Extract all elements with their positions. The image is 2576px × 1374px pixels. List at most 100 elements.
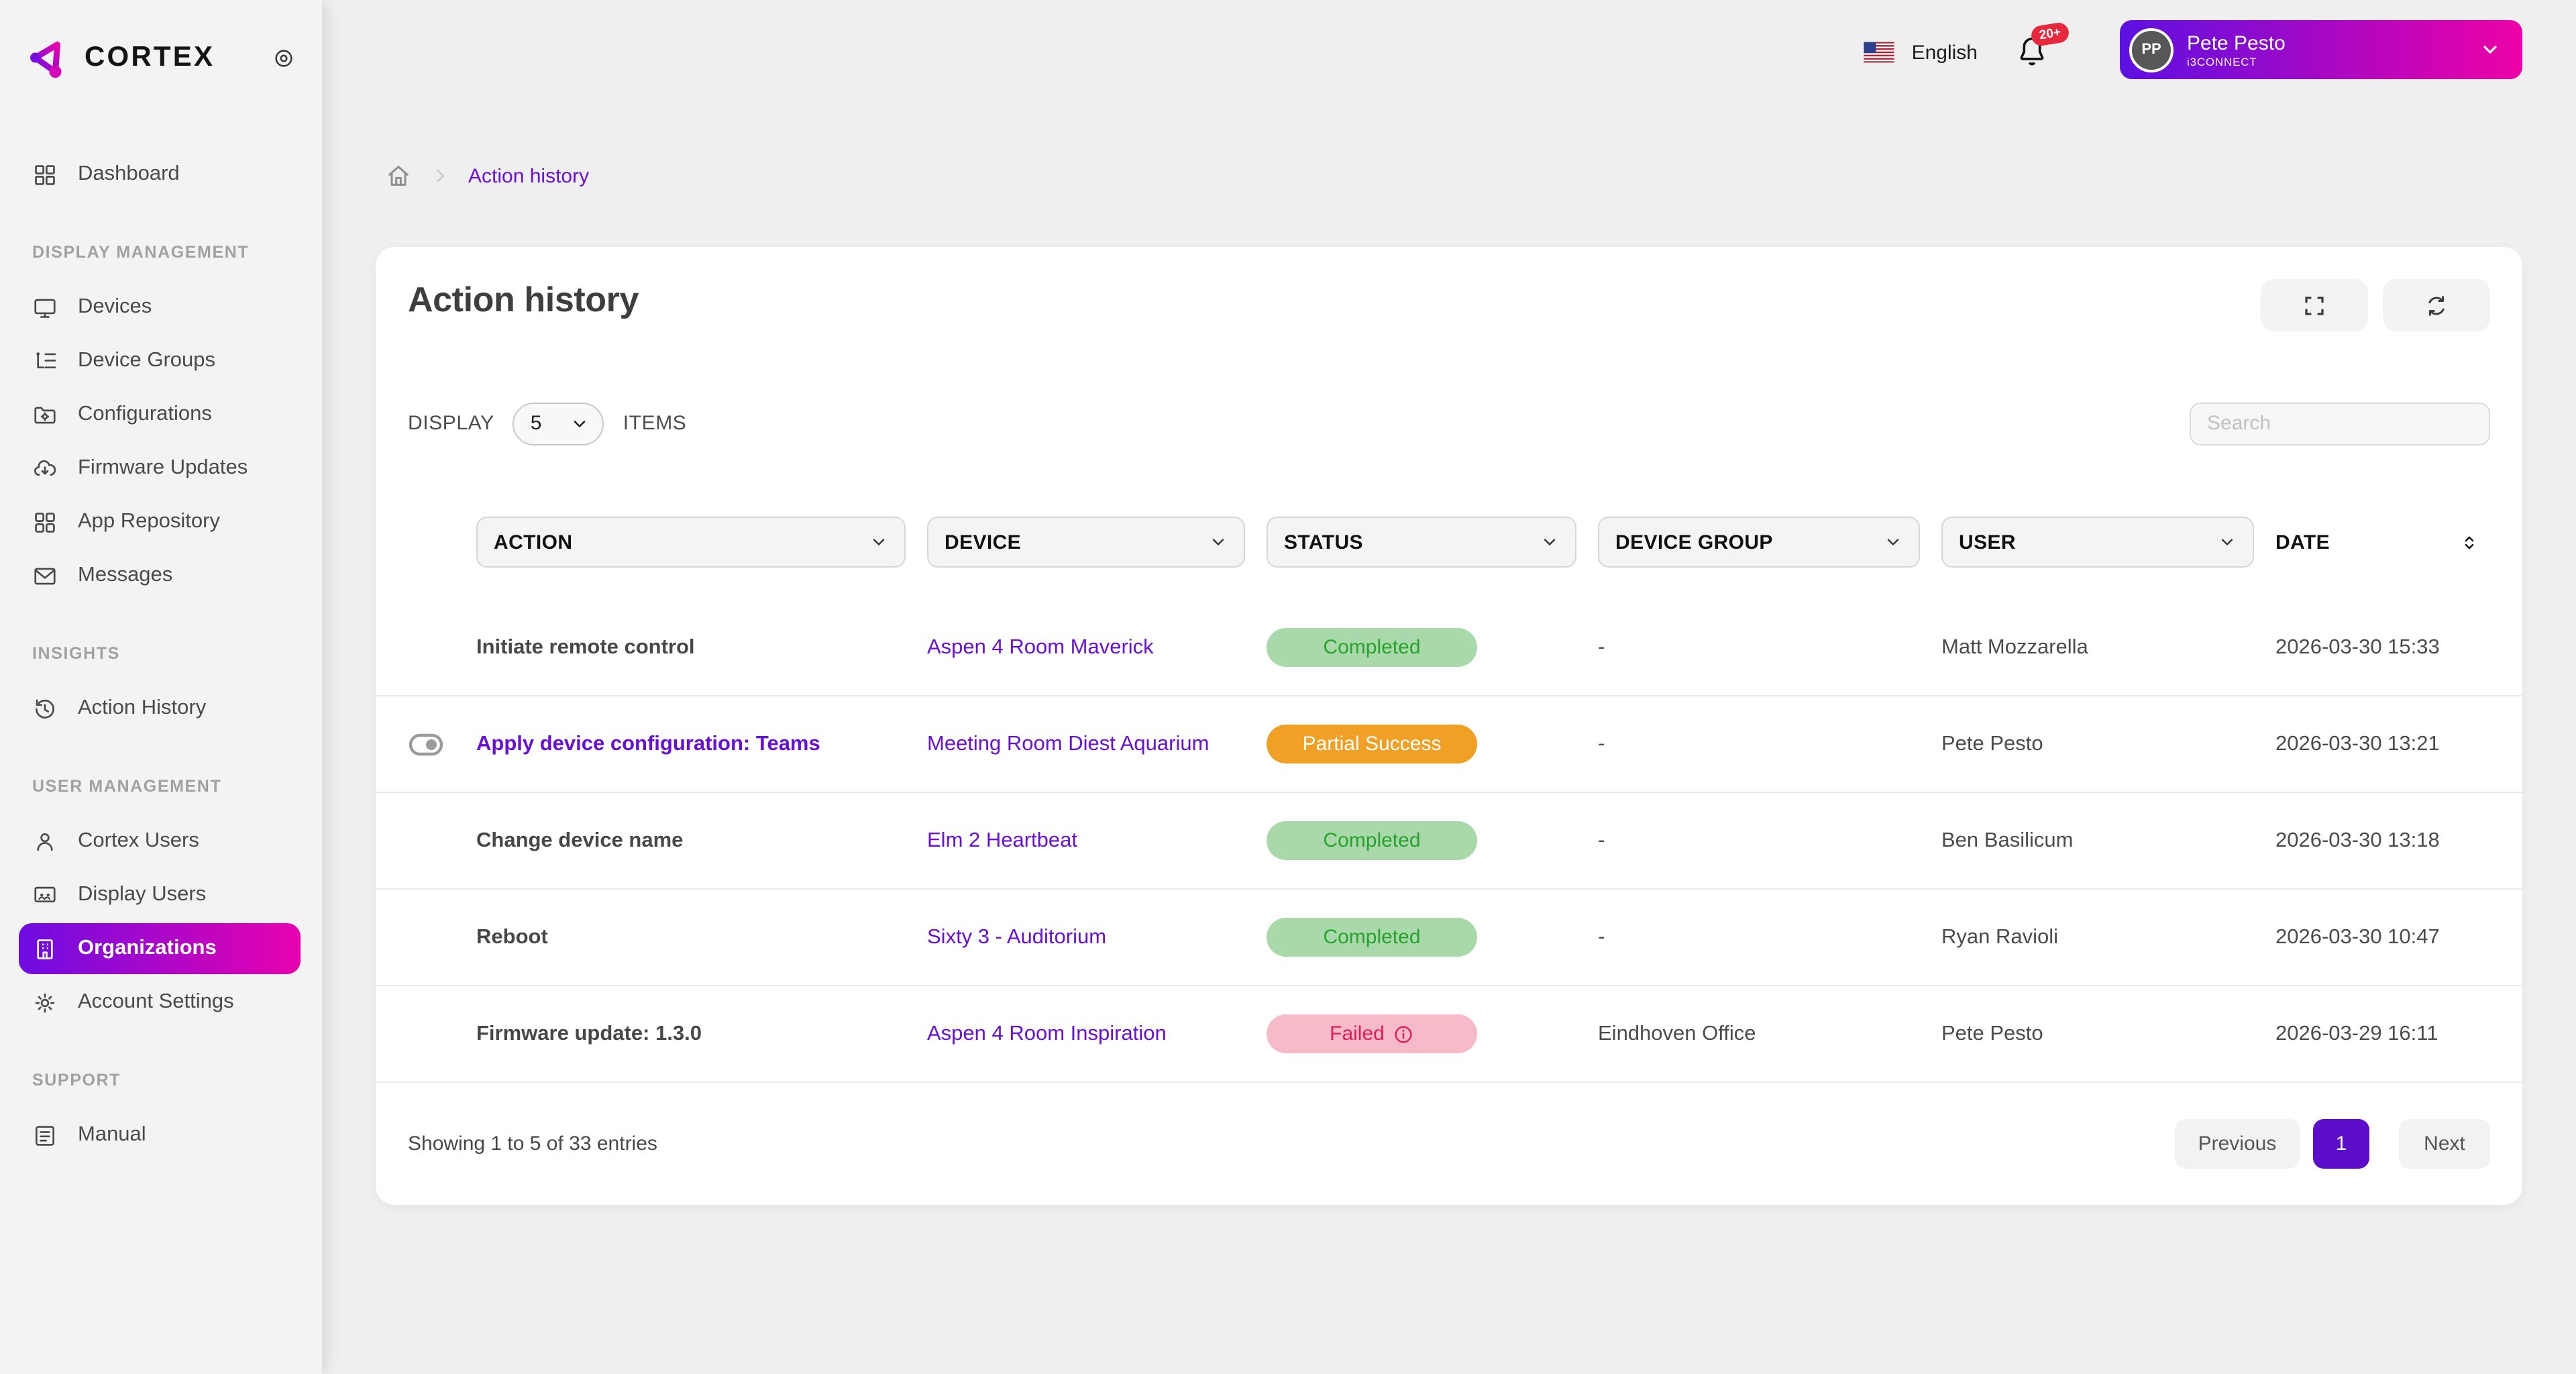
chevron-down-icon	[1544, 539, 1556, 545]
pagination: Previous 1 Next	[2175, 1119, 2490, 1169]
notifications-bell[interactable]: 20+	[2014, 21, 2071, 76]
card-actions	[2261, 279, 2490, 331]
sidebar-collapse-icon[interactable]	[272, 46, 295, 69]
sidebar-item-devices[interactable]: Devices	[0, 280, 322, 334]
sidebar-item-messages[interactable]: Messages	[0, 549, 322, 602]
sidebar-section-support: SUPPORT	[32, 1071, 121, 1090]
device-group-cell: -	[1598, 925, 1605, 948]
toggle-icon	[376, 731, 476, 757]
sidebar-item-firmware-updates[interactable]: Firmware Updates	[0, 441, 322, 495]
device-link[interactable]: Sixty 3 - Auditorium	[927, 925, 1107, 948]
language-selector[interactable]: English	[1911, 42, 1978, 64]
date-cell: 2026-03-30 13:21	[2275, 732, 2440, 755]
sidebar-item-device-groups[interactable]: Device Groups	[0, 334, 322, 388]
sidebar-item-label: App Repository	[78, 510, 220, 533]
us-flag-icon[interactable]	[1864, 42, 1894, 63]
device-link[interactable]: Aspen 4 Room Inspiration	[927, 1022, 1167, 1045]
next-page-button[interactable]: Next	[2399, 1119, 2490, 1169]
gear-icon	[35, 992, 55, 1012]
device-link[interactable]: Elm 2 Heartbeat	[927, 829, 1077, 851]
sidebar-section-insights: INSIGHTS	[32, 644, 120, 663]
fullscreen-icon	[2305, 296, 2324, 315]
building-icon	[37, 939, 53, 959]
user-org: i3CONNECT	[2187, 54, 2257, 68]
table-header: ACTION DEVICE STATUS DEVICE GROUP USER	[376, 517, 2522, 568]
page-size-select[interactable]: 5	[513, 402, 604, 445]
status-badge: Completed	[1267, 821, 1477, 860]
current-page-button[interactable]: 1	[2313, 1119, 2369, 1169]
sidebar-item-label: Devices	[78, 295, 152, 318]
device-link[interactable]: Meeting Room Diest Aquarium	[927, 732, 1210, 755]
action-history-card: Action history DISPLAY 5	[376, 247, 2522, 1205]
table-body: Initiate remote control Aspen 4 Room Mav…	[376, 600, 2522, 1083]
status-badge: Failed	[1267, 1014, 1477, 1053]
sidebar-item-action-history[interactable]: Action History	[0, 682, 322, 735]
status-badge: Completed	[1267, 918, 1477, 957]
display-label: DISPLAY	[408, 412, 494, 435]
sidebar-item-manual[interactable]: Manual	[0, 1108, 322, 1162]
date-cell: 2026-03-30 13:18	[2275, 829, 2440, 851]
user-cell: Pete Pesto	[1941, 732, 2043, 755]
previous-page-button[interactable]: Previous	[2175, 1119, 2300, 1169]
cloud-download-icon	[34, 460, 56, 476]
home-icon[interactable]	[385, 162, 412, 189]
sidebar-item-configurations[interactable]: Configurations	[0, 388, 322, 441]
sidebar-item-account-settings[interactable]: Account Settings	[0, 975, 322, 1029]
chevron-down-icon	[1887, 539, 1899, 545]
device-group-cell: -	[1598, 732, 1605, 755]
page-size-value: 5	[530, 412, 542, 435]
items-label: ITEMS	[623, 412, 687, 435]
main-area: English 20+ PP Pete Pesto i3CONNECT	[322, 0, 2576, 1374]
search-input[interactable]	[2190, 402, 2490, 445]
device-group-cell: Eindhoven Office	[1598, 1022, 1756, 1045]
filter-user[interactable]: USER	[1941, 517, 2254, 568]
user-cell: Ryan Ravioli	[1941, 925, 2059, 948]
device-group-cell: -	[1598, 635, 1605, 658]
refresh-button[interactable]	[2383, 279, 2490, 331]
date-cell: 2026-03-30 10:47	[2275, 925, 2440, 948]
action-link[interactable]: Apply device configuration: Teams	[476, 732, 820, 755]
sidebar-item-app-repository[interactable]: App Repository	[0, 495, 322, 549]
table-footer: Showing 1 to 5 of 33 entries Previous 1 …	[408, 1083, 2490, 1205]
notification-count-badge: 20+	[2029, 21, 2071, 48]
refresh-icon	[2428, 295, 2445, 315]
filter-device[interactable]: DEVICE	[927, 517, 1245, 568]
chevron-down-icon	[1212, 539, 1224, 545]
date-cell: 2026-03-29 16:11	[2275, 1022, 2438, 1045]
info-icon[interactable]	[1393, 1023, 1414, 1045]
table-row: Firmware update: 1.3.0 Aspen 4 Room Insp…	[376, 986, 2522, 1083]
fullscreen-button[interactable]	[2261, 279, 2368, 331]
monitor-icon	[34, 298, 56, 317]
chevron-down-icon	[574, 420, 586, 427]
action-cell: Change device name	[476, 829, 684, 851]
sidebar-item-organizations[interactable]: Organizations	[19, 923, 301, 974]
device-group-cell: -	[1598, 829, 1605, 851]
user-menu[interactable]: PP Pete Pesto i3CONNECT	[2120, 20, 2522, 79]
action-cell: Reboot	[476, 925, 548, 948]
chevron-down-icon	[2479, 39, 2501, 60]
status-badge: Completed	[1267, 628, 1477, 667]
filter-action[interactable]: ACTION	[476, 517, 906, 568]
chevron-down-icon	[2221, 539, 2233, 545]
sidebar-item-label: Action History	[78, 696, 207, 719]
sidebar-item-label: Cortex Users	[78, 829, 199, 852]
sidebar-item-dashboard[interactable]: Dashboard	[0, 148, 322, 201]
envelope-icon	[34, 567, 56, 584]
folder-gear-icon	[34, 406, 56, 423]
sidebar: CORTEX Dashboard DISPLAY MANAGEMENT	[0, 0, 322, 1374]
sidebar-item-label: Organizations	[78, 937, 217, 959]
filter-status[interactable]: STATUS	[1267, 517, 1576, 568]
tree-icon	[36, 352, 56, 368]
action-cell: Initiate remote control	[476, 635, 695, 658]
column-date-label: DATE	[2275, 531, 2330, 553]
sidebar-item-display-users[interactable]: Display Users	[0, 868, 322, 922]
user-cell: Ben Basilicum	[1941, 829, 2074, 851]
sidebar-item-label: Manual	[78, 1123, 146, 1146]
device-link[interactable]: Aspen 4 Room Maverick	[927, 635, 1154, 658]
sort-date-icon[interactable]	[2459, 532, 2479, 552]
filter-device-group[interactable]: DEVICE GROUP	[1598, 517, 1920, 568]
sidebar-item-cortex-users[interactable]: Cortex Users	[0, 814, 322, 868]
date-cell: 2026-03-30 15:33	[2275, 635, 2440, 658]
table-row: Initiate remote control Aspen 4 Room Mav…	[376, 600, 2522, 696]
